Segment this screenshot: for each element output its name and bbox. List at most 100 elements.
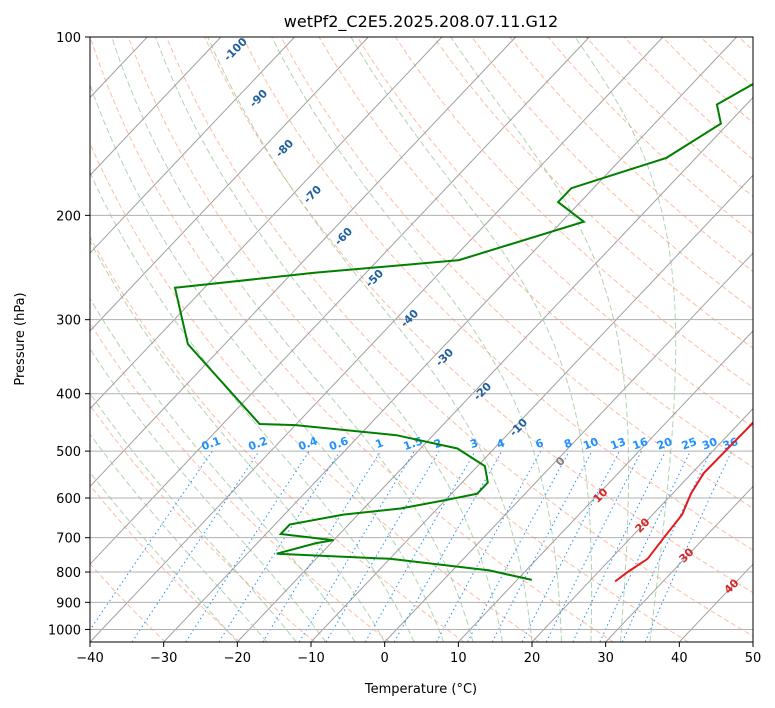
mixing-ratio-line — [262, 450, 382, 642]
mixing-ratio-label: 25 — [680, 435, 699, 452]
mixing-ratio-line — [435, 450, 542, 642]
x-tick-label: −30 — [150, 651, 177, 666]
wetbulb-label: -10 — [507, 416, 530, 439]
dry-adiabat-line — [90, 404, 316, 642]
x-tick-label: 30 — [597, 651, 614, 666]
mixing-ratio-line — [364, 450, 476, 642]
isotherm-line — [90, 37, 516, 488]
mixing-ratio-line — [572, 450, 667, 642]
wetbulb-label: -50 — [363, 267, 386, 290]
moist-adiabat-line — [574, 37, 677, 642]
mixing-ratio-line — [298, 450, 415, 642]
mixing-ratio-label: 0.6 — [327, 434, 350, 453]
mixing-ratio-line — [621, 450, 712, 642]
mixing-ratio-line — [218, 450, 341, 642]
dry-adiabat-line — [280, 37, 753, 509]
plot-frame — [89, 36, 754, 643]
isotherm-line — [90, 37, 222, 176]
isotherm-line — [90, 37, 443, 410]
mixing-ratio-line — [467, 450, 570, 642]
moist-adiabat-line — [90, 171, 415, 642]
isotherm-line — [457, 330, 753, 642]
isotherm-line — [605, 485, 753, 642]
mixing-ratio-line — [491, 450, 593, 642]
moist-adiabat-line — [90, 347, 327, 642]
dry-adiabat-line — [356, 37, 753, 428]
dry-adiabat-label: 10 — [591, 485, 611, 505]
dry-adiabat-line — [127, 37, 689, 642]
isotherm-line — [90, 37, 369, 332]
dry-adiabat-line — [318, 37, 753, 468]
mixing-ratio-label: 0.1 — [200, 434, 223, 453]
mixing-ratio-line — [599, 450, 691, 642]
x-tick-label: 40 — [671, 651, 688, 666]
wetbulb-label: -40 — [398, 307, 421, 330]
mixing-ratio-label: 0.4 — [297, 434, 320, 453]
y-axis-label: Pressure (hPa) — [13, 292, 28, 385]
isotherm-line — [752, 641, 753, 642]
x-tick-label: 50 — [745, 651, 762, 666]
isotherm-line — [90, 37, 295, 254]
x-tick-label: −20 — [224, 651, 251, 666]
mixing-ratio-label: 1 — [374, 436, 386, 451]
wetbulb-label: -60 — [332, 225, 355, 248]
isotherm-line — [678, 563, 753, 642]
isotherm-line — [310, 174, 753, 642]
sounding-traces — [173, 82, 753, 583]
y-tick-label: 1000 — [48, 623, 81, 638]
wetbulb-label: -70 — [301, 183, 324, 206]
mixing-ratio-label: 30 — [700, 435, 719, 453]
mixing-ratio-label: 8 — [562, 436, 574, 451]
mixing-ratio-line — [131, 450, 260, 642]
dry-adiabat-line — [623, 37, 753, 161]
mixing-ratio-label: 13 — [609, 435, 628, 452]
wetbulb-label: -100 — [221, 35, 250, 64]
y-tick-label: 100 — [56, 31, 81, 46]
moist-adiabat-line — [271, 37, 562, 642]
moist-adiabat-line — [207, 37, 533, 642]
wetbulb-label: -80 — [273, 137, 296, 160]
y-tick-label: 500 — [56, 445, 81, 460]
mixing-ratio-label: 0.2 — [247, 434, 270, 453]
isotherm-line — [384, 252, 753, 642]
x-tick-label: 20 — [524, 651, 541, 666]
wetbulb-label: -30 — [433, 346, 456, 369]
wetbulb-label: -90 — [247, 87, 270, 110]
dry-adiabat-line — [471, 37, 753, 311]
moist-adiabat-line — [154, 37, 503, 642]
moist-adiabat-line — [450, 37, 630, 642]
pressure-gridlines — [90, 37, 753, 630]
dry-adiabat-line — [90, 142, 540, 642]
dry-adiabat-line — [165, 37, 753, 637]
x-tick-label: −10 — [297, 651, 324, 666]
moist-adiabat-line — [350, 37, 593, 642]
dewpoint-trace — [173, 82, 753, 581]
isotherm-line — [90, 37, 664, 642]
temperature-trace — [614, 421, 753, 583]
x-axis-label: Temperature (°C) — [364, 682, 477, 697]
isotherm-line — [90, 37, 590, 565]
dry-adiabat-line — [90, 322, 390, 642]
mixing-ratio-line — [185, 450, 310, 642]
y-axis-ticks: 100 200 300 400 500 600 700 800 900 1000 — [48, 31, 90, 638]
dry-adiabat-line — [204, 37, 753, 594]
moist-adiabat-line — [90, 392, 297, 642]
wetbulb-labels: -100-90-80-70-60-50-40-30-20-100 — [221, 35, 568, 469]
x-tick-label: 0 — [381, 651, 389, 666]
wetbulb-label: -20 — [471, 380, 494, 403]
x-tick-label: −40 — [76, 651, 103, 666]
dry-adiabat-line — [394, 37, 753, 388]
dry-adiabat-line — [90, 484, 241, 642]
mixing-ratio-label: 16 — [631, 435, 650, 453]
mixing-ratio-label: 3 — [468, 436, 480, 451]
dry-adiabat-line — [700, 37, 753, 88]
dry-adiabat-line — [242, 37, 753, 551]
moist-adiabat-line — [111, 37, 474, 642]
x-axis-ticks: −40 −30 −20 −10 0 10 20 30 40 50 — [76, 642, 761, 666]
moist-adiabat-line — [90, 471, 238, 642]
moist-adiabat-line — [90, 297, 356, 642]
chart-title: wetPf2_C2E5.2025.208.07.11.G12 — [284, 12, 558, 32]
y-tick-label: 400 — [56, 388, 81, 403]
